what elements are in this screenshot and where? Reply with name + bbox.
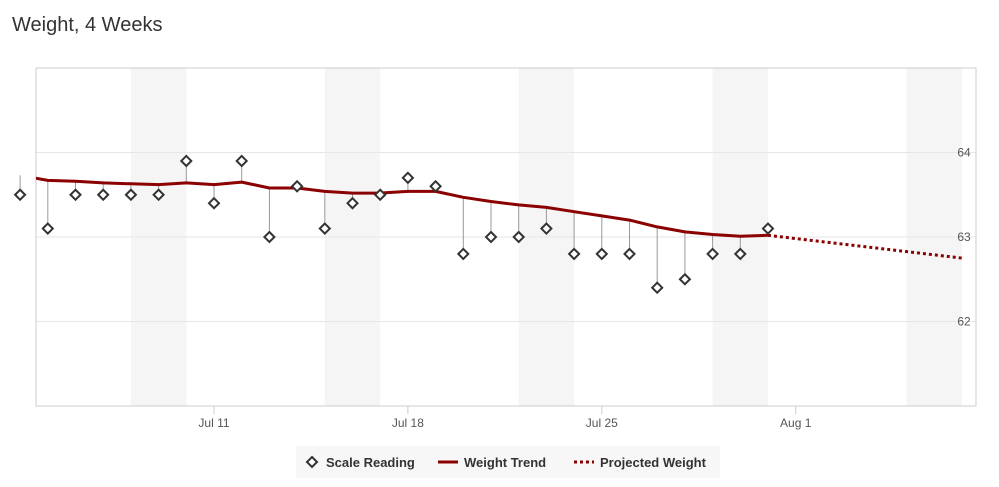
legend-weight-trend-label[interactable]: Weight Trend: [464, 455, 546, 470]
scale-reading-point-19[interactable]: [539, 222, 553, 235]
scale-reading-point-7[interactable]: [207, 196, 221, 210]
legend-box: [296, 446, 720, 478]
scale-reading-point-16[interactable]: [456, 247, 470, 261]
scale-reading-point-3[interactable]: [96, 188, 110, 202]
scale-reading-point-20[interactable]: [567, 247, 581, 261]
y-tick-label-0: 62: [957, 315, 971, 329]
legend-scale-reading-icon: [305, 455, 319, 469]
scale-reading-point-21[interactable]: [595, 247, 609, 261]
plot-border: [35, 67, 977, 407]
scale-reading-point-22[interactable]: [623, 247, 636, 261]
scale-reading-point-13[interactable]: [373, 188, 387, 202]
scale-reading-point-5[interactable]: [152, 188, 166, 202]
y-tick-label-1: 63: [957, 230, 971, 244]
scale-reading-point-25[interactable]: [706, 247, 720, 261]
weight-trend-line: [36, 176, 770, 238]
x-tick-label-2: Jul 25: [586, 416, 618, 430]
x-tick-label-3: Aug 1: [780, 416, 812, 430]
scale-reading-point-10[interactable]: [290, 179, 304, 193]
scale-reading-point-9[interactable]: [262, 230, 276, 244]
scale-reading-point-11[interactable]: [318, 222, 332, 235]
chart-title: Weight, 4 Weeks: [12, 14, 163, 36]
scale-reading-point-2[interactable]: [69, 188, 82, 202]
y-tick-label-2: 64: [957, 146, 971, 160]
scale-reading-point-18[interactable]: [512, 230, 526, 244]
scale-reading-point-14[interactable]: [401, 171, 415, 185]
legend-projected-weight-label[interactable]: Projected Weight: [600, 455, 707, 470]
x-tick-label-0: Jul 11: [198, 416, 229, 430]
x-tick-label-1: Jul 18: [392, 416, 424, 430]
scale-reading-point-6[interactable]: [179, 154, 193, 168]
legend-scale-reading-label[interactable]: Scale Reading: [326, 455, 415, 470]
scale-reading-point-23[interactable]: [650, 281, 664, 295]
scale-reading-point-0[interactable]: [13, 188, 27, 202]
scale-reading-point-26[interactable]: [733, 247, 747, 261]
scale-reading-point-12[interactable]: [346, 196, 359, 210]
scale-reading-point-15[interactable]: [429, 179, 443, 193]
scale-reading-point-24[interactable]: [678, 272, 692, 286]
scale-reading-point-17[interactable]: [484, 230, 498, 244]
scale-reading-point-8[interactable]: [235, 154, 249, 168]
projected-weight-line: [767, 233, 963, 260]
scale-reading-point-1[interactable]: [41, 222, 55, 235]
scale-reading-point-4[interactable]: [124, 188, 138, 202]
scale-reading-point-27[interactable]: [761, 222, 775, 235]
